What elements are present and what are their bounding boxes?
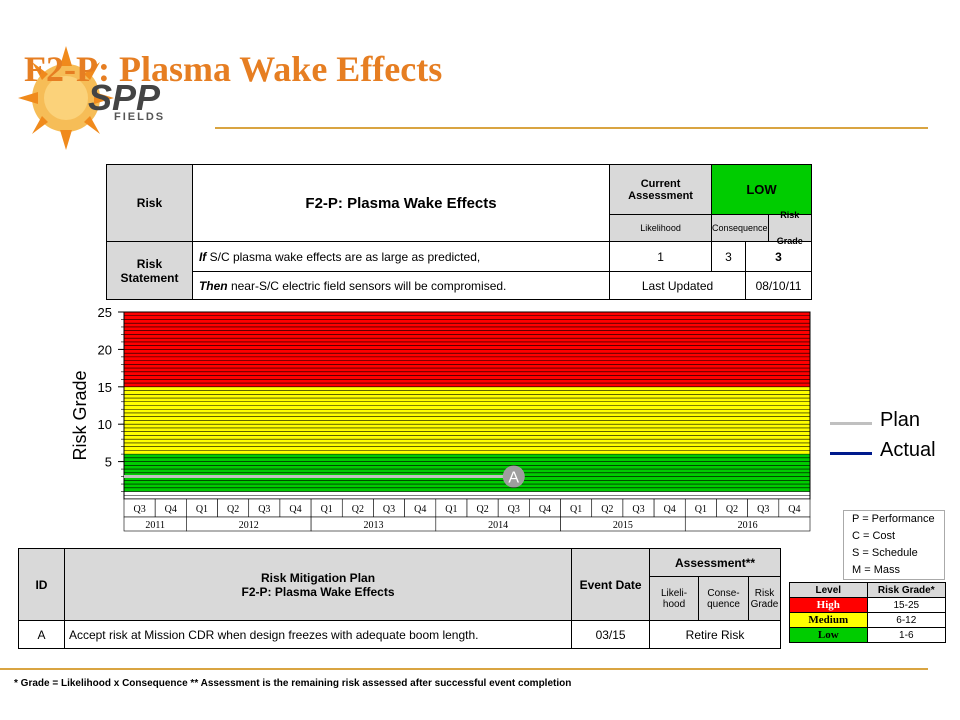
then-statement: Then near-S/C electric field sensors wil… (191, 271, 611, 300)
y-tick-label: 20 (98, 342, 112, 357)
footer-divider (0, 668, 928, 670)
spp-fields-logo: SPP FIELDS (18, 46, 165, 150)
level-header: Level (789, 582, 868, 598)
consequence-label: Consequence (712, 215, 769, 241)
risk-name: F2-P: Plasma Wake Effects (191, 164, 611, 242)
mit-risk-grade-header: Risk Grade (747, 576, 782, 621)
year-label: 2011 (145, 520, 165, 531)
quarter-label: Q2 (601, 504, 613, 515)
header-divider (215, 127, 928, 129)
sun-icon (18, 46, 114, 150)
quarter-label: Q3 (133, 504, 145, 515)
risk-grade-value: 3 (744, 241, 813, 272)
year-label: 2015 (613, 520, 633, 531)
quarter-label: Q2 (726, 504, 738, 515)
quarter-label: Q2 (476, 504, 488, 515)
quarter-label: Q3 (632, 504, 644, 515)
likelihood-label: Likelihood (609, 214, 713, 242)
y-tick-label: 15 (98, 380, 112, 395)
mit-likelihood-header: Likeli- hood (649, 576, 699, 621)
level-medium: Medium (789, 612, 868, 628)
current-assessment-value: LOW (711, 164, 812, 215)
mitigation-plan-label: Risk Mitigation Plan (261, 570, 376, 585)
quarter-label: Q3 (383, 504, 395, 515)
quarter-label: Q4 (414, 504, 426, 515)
footer-note: * Grade = Likelihood x Consequence ** As… (14, 678, 572, 689)
key-performance: P = Performance (852, 513, 935, 525)
key-schedule: S = Schedule (852, 547, 918, 559)
quarter-label: Q1 (695, 504, 707, 515)
quarter-label: Q3 (508, 504, 520, 515)
last-updated-label: Last Updated (609, 271, 746, 300)
mitigation-row-id: A (18, 620, 65, 649)
grade-header: Risk Grade* (866, 582, 947, 598)
mitigation-plan-header: Risk Mitigation Plan F2-P: Plasma Wake E… (63, 548, 573, 621)
year-label: 2016 (738, 520, 758, 531)
year-cell (684, 516, 811, 532)
level-low: Low (789, 627, 868, 643)
current-assessment-label: Current Assessment (609, 164, 713, 215)
milestone-label: A (508, 470, 519, 487)
quarter-label: Q2 (352, 504, 364, 515)
risk-grade-label: Risk Grade (776, 210, 803, 246)
grade-high: 15-25 (866, 597, 947, 613)
then-word: Then (198, 278, 228, 293)
legend-plan-label: Plan (880, 409, 921, 431)
likelihood-value: 1 (609, 241, 713, 272)
plan-line-swatch (830, 422, 872, 425)
if-text: S/C plasma wake effects are as large as … (206, 249, 481, 264)
quarter-label: Q4 (664, 504, 676, 515)
if-statement: If S/C plasma wake effects are as large … (191, 241, 611, 272)
quarter-label: Q1 (570, 504, 582, 515)
y-tick-label: 5 (105, 455, 112, 470)
year-label: 2012 (239, 520, 259, 531)
mitigation-row-assessment: Retire Risk (649, 620, 781, 649)
y-axis-label: Risk Grade (70, 370, 90, 460)
grade-medium: 6-12 (866, 612, 947, 628)
mit-consequence-header: Conse- quence (698, 576, 749, 621)
abbreviation-key: P = Performance C = Cost S = Schedule M … (843, 510, 945, 580)
then-text: near-S/C electric field sensors will be … (227, 278, 507, 293)
last-updated-value: 08/10/11 (744, 271, 813, 300)
mitigation-plan-sub: F2-P: Plasma Wake Effects (241, 584, 395, 599)
quarter-label: Q4 (165, 504, 177, 515)
logo-text: SPP (88, 77, 161, 118)
quarter-label: Q4 (289, 504, 301, 515)
logo-subtext: FIELDS (114, 111, 165, 123)
year-label: 2014 (488, 520, 508, 531)
risk-label: Risk (106, 164, 193, 242)
assessment-header: Assessment** (649, 548, 781, 577)
key-cost: C = Cost (852, 530, 896, 542)
risk-grade-chart: 5 10 15 20 25 Risk Grade Q3 Q4 Q1 Q2 Q3 Q4 Q1 Q2 Q3 Q4 Q… (70, 305, 811, 532)
quarter-label: Q4 (788, 504, 800, 515)
risk-statement-label: Risk Statement (106, 241, 193, 300)
key-mass: M = Mass (852, 564, 900, 576)
quarter-label: Q3 (757, 504, 769, 515)
table-row: A Accept risk at Mission CDR when design… (18, 620, 781, 649)
y-tick-label: 10 (98, 417, 112, 432)
page-title: F2-P: Plasma Wake Effects (24, 49, 443, 89)
quarter-label: Q4 (539, 504, 551, 515)
quarter-label: Q1 (196, 504, 208, 515)
quarter-label: Q3 (258, 504, 270, 515)
quarter-label: Q1 (445, 504, 457, 515)
consequence-value: 3 (711, 241, 746, 272)
mitigation-id-header: ID (18, 548, 65, 621)
grade-low: 1-6 (866, 627, 947, 643)
mitigation-row-date: 03/15 (571, 620, 651, 649)
milestone-marker (502, 465, 525, 488)
quarter-label: Q2 (227, 504, 239, 515)
y-tick-label: 25 (98, 305, 112, 320)
level-high: High (789, 597, 868, 613)
if-word: If (198, 249, 207, 264)
risk-level-table: Level Risk Grade* High 15-25 Medium 6-12… (789, 582, 947, 643)
actual-line-swatch (830, 452, 872, 455)
mitigation-row-plan: Accept risk at Mission CDR when design f… (63, 620, 573, 649)
mitigation-table: ID Risk Mitigation Plan F2-P: Plasma Wak… (18, 548, 782, 649)
risk-summary-table: Risk F2-P: Plasma Wake Effects Current A… (106, 164, 813, 300)
event-date-header: Event Date (571, 548, 651, 621)
legend-actual-label: Actual (880, 439, 936, 461)
year-label: 2013 (363, 520, 383, 531)
quarter-label: Q1 (321, 504, 333, 515)
